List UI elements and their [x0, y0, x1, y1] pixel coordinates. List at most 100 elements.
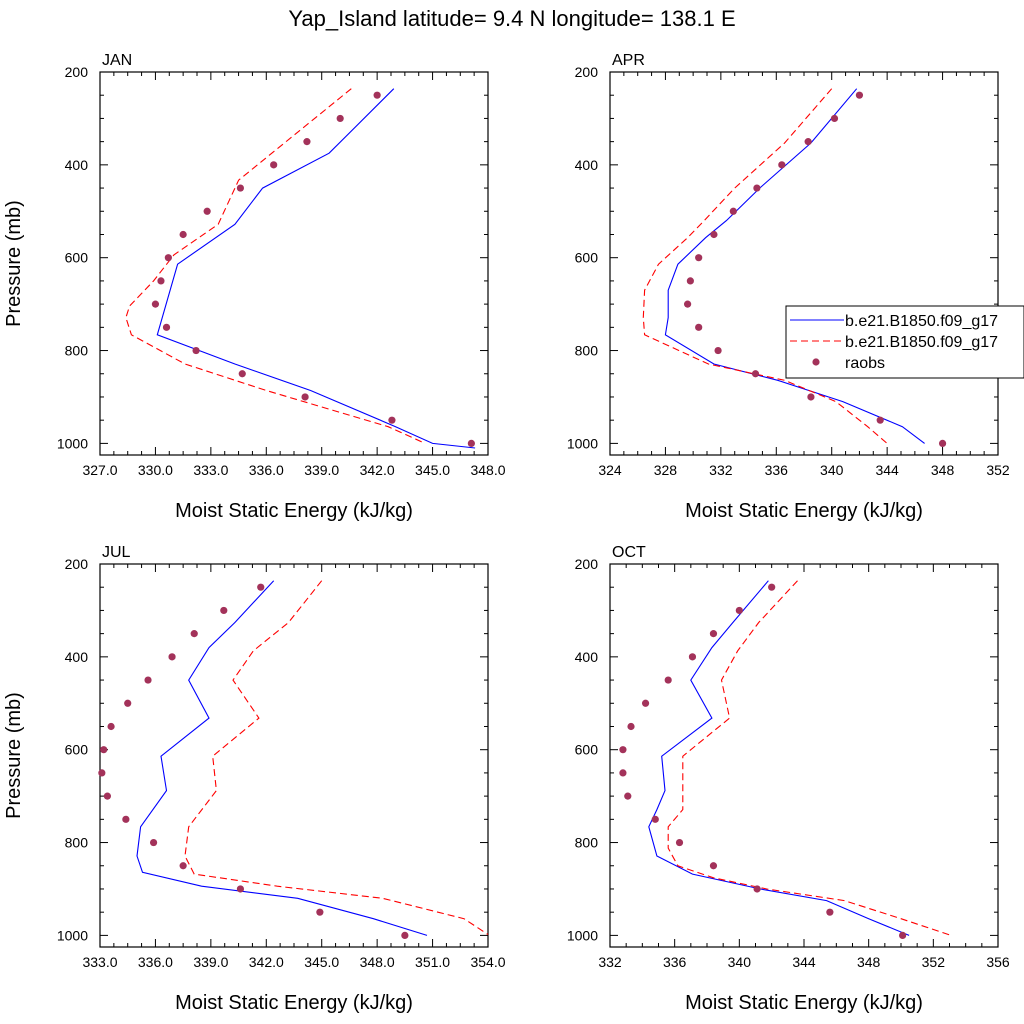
- panel-label: JUL: [102, 544, 131, 561]
- x-tick-label: 352: [922, 954, 946, 970]
- x-axis-label: Moist Static Energy (kJ/kg): [175, 500, 413, 522]
- raobs-point: [804, 138, 812, 146]
- plot-frame: [99, 71, 489, 456]
- raobs-point: [157, 277, 165, 285]
- legend-marker: [812, 358, 820, 366]
- x-axis-label: Moist Static Energy (kJ/kg): [175, 992, 413, 1014]
- y-tick-label: 200: [575, 64, 599, 80]
- raobs-point: [192, 346, 200, 355]
- raobs-point: [257, 583, 265, 591]
- raobs-point: [686, 277, 694, 285]
- y-tick-label: 800: [65, 343, 89, 359]
- x-tick-label: 342.0: [249, 954, 284, 970]
- x-tick-label: 342.0: [360, 462, 395, 478]
- plot-frame: [609, 71, 999, 456]
- raobs-point: [236, 885, 245, 893]
- x-tick-label: 333.0: [82, 954, 117, 970]
- raobs-point: [336, 114, 344, 123]
- raobs-point: [876, 416, 884, 424]
- x-tick-label: 340: [728, 954, 752, 970]
- raobs-point: [238, 370, 246, 378]
- raobs-point: [855, 91, 864, 99]
- x-tick-label: 348: [931, 462, 955, 478]
- x-tick-label: 348: [857, 954, 881, 970]
- x-tick-label: 351.0: [415, 954, 450, 970]
- x-tick-label: 344: [792, 954, 816, 970]
- y-axis-label: Pressure (mb): [3, 200, 25, 327]
- panel-apr: 324 328 332 336 340 344 348 352 200 400 600 800 1000…: [567, 52, 1010, 522]
- panel-label: APR: [612, 52, 645, 69]
- x-tick-label: 340: [820, 462, 844, 478]
- raobs-point: [664, 676, 672, 684]
- raobs-point: [714, 346, 722, 355]
- raobs-point: [303, 138, 311, 146]
- panel-oct: 332 336 340 344 348 352 356 200 400 600 800 1000 OCT…: [567, 544, 1010, 1014]
- raobs-point: [168, 653, 176, 661]
- raobs-point: [753, 184, 761, 192]
- raobs-point: [388, 416, 396, 424]
- y-axis-label: Pressure (mb): [3, 692, 25, 819]
- raobs-point: [100, 746, 108, 754]
- y-tick-label: 400: [575, 157, 599, 173]
- x-tick-label: 339.0: [304, 462, 339, 478]
- x-tick-label: 344: [875, 462, 899, 478]
- y-tick-label: 800: [65, 835, 89, 851]
- y-tick-label: 1000: [57, 435, 88, 451]
- raobs-point: [807, 393, 815, 401]
- x-tick-label: 327.0: [82, 462, 117, 478]
- y-tick-label: 800: [575, 343, 599, 359]
- y-tick-label: 200: [65, 556, 89, 572]
- raobs-point: [675, 838, 684, 847]
- raobs-point: [151, 300, 160, 308]
- y-tick-label: 600: [65, 250, 89, 266]
- raobs-point: [753, 885, 761, 893]
- series-line-dashed: [667, 580, 952, 936]
- y-tick-label: 1000: [567, 435, 598, 451]
- raobs-point: [710, 230, 718, 239]
- raobs-point: [103, 792, 111, 800]
- y-tick-label: 1000: [567, 927, 598, 943]
- y-tick-label: 200: [575, 556, 599, 572]
- x-tick-label: 333.0: [193, 462, 228, 478]
- panel-label: JAN: [102, 52, 132, 69]
- series-line-dashed: [642, 88, 888, 444]
- raobs-point: [220, 606, 228, 615]
- x-axis-label: Moist Static Energy (kJ/kg): [685, 992, 923, 1014]
- x-tick-label: 324: [598, 462, 622, 478]
- x-tick-label: 336.0: [138, 954, 173, 970]
- y-tick-label: 600: [575, 250, 599, 266]
- x-tick-label: 345.0: [415, 462, 450, 478]
- series-line-dashed: [184, 580, 489, 935]
- x-tick-label: 348.0: [470, 462, 505, 478]
- raobs-point: [162, 323, 171, 331]
- raobs-point: [270, 161, 278, 169]
- raobs-point: [709, 862, 718, 870]
- raobs-point: [179, 230, 187, 239]
- raobs-point: [751, 370, 760, 378]
- raobs-point: [203, 207, 211, 215]
- panel-label: OCT: [612, 544, 646, 561]
- raobs-point: [149, 838, 158, 847]
- raobs-point: [401, 931, 409, 939]
- series-line-dashed: [125, 88, 426, 444]
- series-line-solid: [156, 88, 476, 449]
- raobs-point: [98, 769, 106, 777]
- raobs-point: [236, 184, 245, 192]
- x-tick-label: 332: [709, 462, 733, 478]
- x-tick-label: 356: [986, 954, 1010, 970]
- raobs-point: [729, 207, 737, 215]
- x-tick-label: 332: [598, 954, 622, 970]
- y-tick-label: 600: [575, 742, 599, 758]
- chart-title: Yap_Island latitude= 9.4 N longitude= 13…: [288, 6, 735, 31]
- raobs-point: [316, 908, 324, 916]
- panel-jan: 327.0 330.0 333.0 336.0 339.0 342.0 345.0 348.0…: [3, 52, 506, 522]
- legend: b.e21.B1850.f09_g17 b.e21.B1850.f09_g17ra…: [785, 305, 1024, 379]
- x-axis-label: Moist Static Energy (kJ/kg): [685, 500, 923, 522]
- raobs-point: [768, 583, 776, 591]
- plot-frame: [99, 563, 489, 948]
- x-tick-label: 348.0: [360, 954, 395, 970]
- plot-frame: [609, 563, 999, 948]
- raobs-point: [164, 254, 172, 262]
- raobs-point: [695, 323, 703, 331]
